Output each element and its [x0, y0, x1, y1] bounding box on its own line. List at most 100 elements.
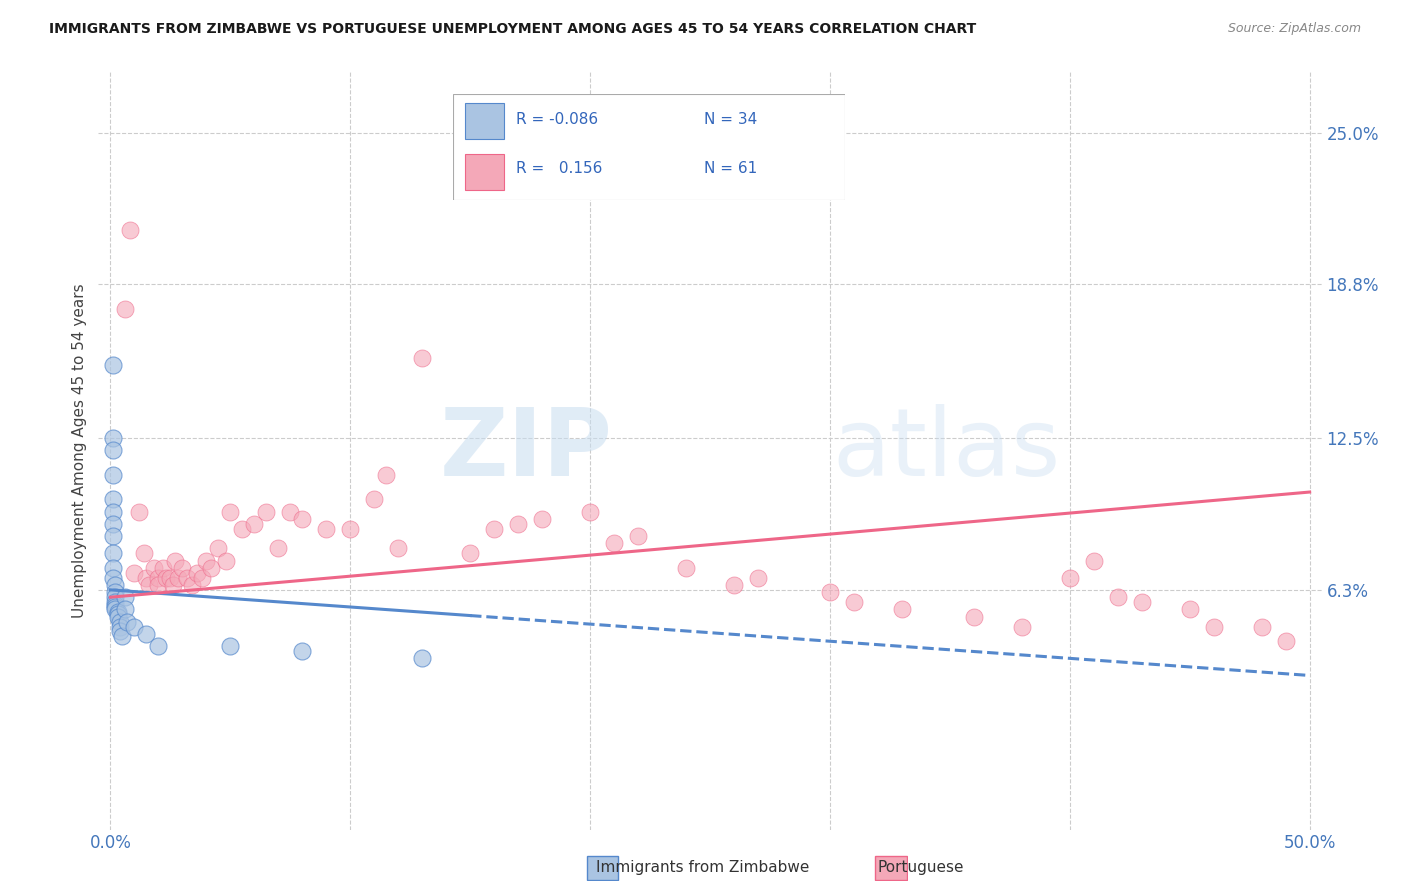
Point: [128, 505, 150, 519]
Point: [138, 578, 160, 592]
Point: [108, 624, 131, 639]
Point: [101, 529, 124, 543]
Point: [363, 492, 385, 507]
Point: [842, 595, 865, 609]
Point: [162, 578, 184, 592]
Point: [603, 536, 626, 550]
Point: [152, 561, 174, 575]
Point: [387, 541, 409, 556]
Point: [339, 522, 361, 536]
Point: [111, 629, 134, 643]
Point: [176, 571, 198, 585]
Point: [108, 615, 131, 629]
Point: [104, 598, 127, 612]
Point: [1274, 634, 1296, 648]
Point: [148, 578, 170, 592]
Point: [1202, 619, 1225, 633]
Point: [818, 585, 841, 599]
Point: [200, 561, 222, 575]
Point: [104, 599, 127, 614]
Point: [135, 571, 157, 585]
Point: [219, 639, 242, 653]
Point: [291, 644, 314, 658]
Point: [114, 602, 136, 616]
Text: Source: ZipAtlas.com: Source: ZipAtlas.com: [1227, 22, 1361, 36]
Point: [579, 505, 602, 519]
Point: [124, 619, 146, 633]
Point: [278, 505, 301, 519]
Point: [315, 522, 337, 536]
Point: [104, 595, 127, 609]
Point: [101, 546, 124, 560]
Text: Immigrants from Zimbabwe: Immigrants from Zimbabwe: [596, 860, 810, 874]
Point: [207, 541, 229, 556]
Point: [291, 512, 314, 526]
Point: [115, 615, 138, 629]
Point: [508, 516, 530, 531]
Point: [142, 561, 165, 575]
Point: [531, 512, 554, 526]
Text: atlas: atlas: [832, 404, 1060, 497]
Point: [101, 467, 124, 482]
Point: [627, 529, 650, 543]
Point: [411, 351, 433, 365]
Point: [159, 571, 181, 585]
Point: [101, 358, 124, 372]
Point: [1178, 602, 1201, 616]
Point: [1107, 591, 1129, 605]
Point: [1083, 553, 1105, 567]
Point: [148, 571, 170, 585]
Point: [747, 571, 769, 585]
Point: [190, 571, 212, 585]
Point: [219, 505, 242, 519]
Text: Portuguese: Portuguese: [877, 860, 965, 874]
Point: [254, 505, 277, 519]
Point: [101, 505, 124, 519]
Point: [104, 602, 127, 616]
Point: [243, 516, 266, 531]
Point: [101, 571, 124, 585]
Point: [1011, 619, 1033, 633]
Point: [148, 639, 170, 653]
Point: [723, 578, 745, 592]
Point: [135, 627, 157, 641]
Point: [267, 541, 290, 556]
Point: [231, 522, 253, 536]
Point: [195, 553, 218, 567]
Point: [101, 516, 124, 531]
Text: ZIP: ZIP: [439, 404, 612, 497]
Point: [124, 566, 146, 580]
Point: [890, 602, 912, 616]
Point: [155, 571, 177, 585]
Point: [375, 467, 398, 482]
Point: [675, 561, 697, 575]
Y-axis label: Unemployment Among Ages 45 to 54 years: Unemployment Among Ages 45 to 54 years: [72, 283, 87, 618]
Point: [186, 566, 208, 580]
Point: [214, 553, 236, 567]
Point: [963, 609, 986, 624]
Point: [118, 223, 141, 237]
Point: [458, 546, 481, 560]
Point: [132, 546, 155, 560]
Point: [1059, 571, 1081, 585]
Point: [104, 585, 127, 599]
Point: [104, 591, 127, 605]
Point: [411, 651, 433, 665]
Point: [101, 431, 124, 445]
Point: [114, 591, 136, 605]
Point: [101, 492, 124, 507]
Point: [107, 605, 129, 619]
Point: [108, 619, 131, 633]
Point: [482, 522, 505, 536]
Point: [101, 561, 124, 575]
Point: [165, 553, 187, 567]
Point: [1130, 595, 1153, 609]
Text: IMMIGRANTS FROM ZIMBABWE VS PORTUGUESE UNEMPLOYMENT AMONG AGES 45 TO 54 YEARS CO: IMMIGRANTS FROM ZIMBABWE VS PORTUGUESE U…: [49, 22, 976, 37]
Point: [1250, 619, 1272, 633]
Point: [172, 561, 194, 575]
Point: [114, 301, 136, 316]
Point: [166, 571, 188, 585]
Point: [181, 578, 204, 592]
Point: [101, 443, 124, 458]
Point: [107, 609, 129, 624]
